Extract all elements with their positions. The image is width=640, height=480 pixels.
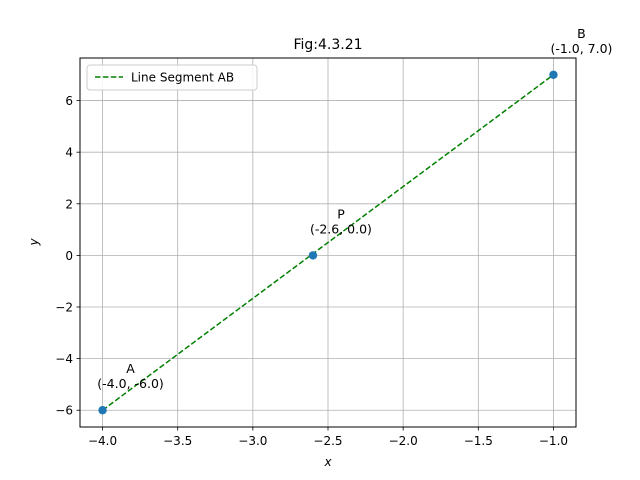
point-a-coords-label: (-4.0, -6.0)	[97, 376, 163, 391]
chart-title: Fig:4.3.21	[293, 37, 362, 53]
points-layer: A(-4.0, -6.0) P(-2.6, 0.0) B(-1.0, 7.0)	[97, 26, 612, 415]
x-axis-ticks: −4.0 −3.5 −3.0 −2.5 −2.0 −1.5 −1.0	[88, 427, 568, 448]
point-p-marker	[308, 251, 318, 260]
x-tick-label: −2.0	[389, 434, 418, 448]
point-p-coords-label: (-2.6, 0.0)	[310, 221, 372, 236]
x-tick-label: −3.5	[163, 434, 192, 448]
y-tick-label: −6	[55, 404, 73, 418]
point-p-name-label: P	[337, 206, 345, 221]
point-b-coords-label: (-1.0, 7.0)	[550, 41, 612, 56]
y-tick-label: 2	[65, 197, 73, 211]
y-tick-label: 4	[65, 146, 73, 160]
x-axis-label: x	[323, 455, 332, 469]
x-tick-label: −3.0	[238, 434, 267, 448]
y-axis-ticks: −6 −4 −2 0 2 4 6	[55, 94, 80, 418]
legend-box	[86, 64, 258, 91]
legend-label: Line Segment AB	[131, 71, 234, 85]
x-tick-label: −2.5	[313, 434, 342, 448]
series-layer	[102, 74, 554, 411]
y-axis-label: y	[27, 238, 41, 247]
point-a-name-label: A	[126, 361, 135, 376]
y-tick-label: 0	[65, 249, 73, 263]
point-a-marker	[98, 406, 107, 415]
y-tick-label: −2	[55, 301, 73, 315]
point-b-name-label: B	[577, 26, 586, 41]
y-tick-label: −4	[55, 352, 73, 366]
series-line-ab	[102, 74, 554, 411]
legend: Line Segment AB	[86, 64, 258, 91]
point-b-marker	[549, 70, 558, 79]
grid	[80, 58, 576, 427]
y-tick-label: 6	[65, 94, 73, 108]
x-tick-label: −1.0	[539, 434, 568, 448]
x-tick-label: −4.0	[88, 434, 117, 448]
x-tick-label: −1.5	[464, 434, 493, 448]
